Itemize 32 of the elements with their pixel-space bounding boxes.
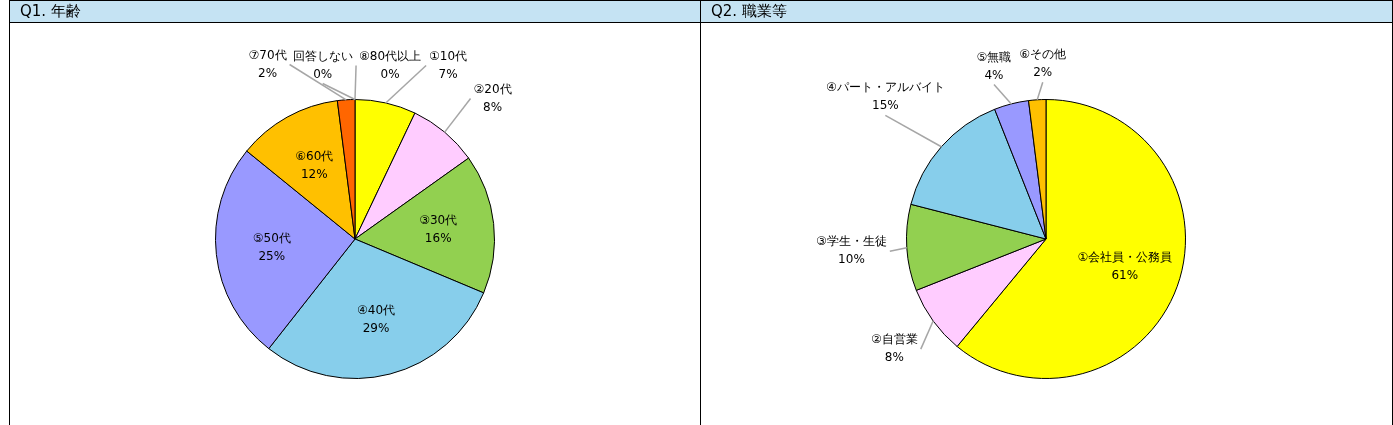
data-label: 25% bbox=[258, 249, 286, 264]
data-label: 7% bbox=[438, 66, 458, 81]
slice-label: ④パート・アルバイト bbox=[825, 80, 945, 95]
text: Q1. 年齢 bbox=[10, 0, 700, 23]
data-label: 12% bbox=[300, 166, 328, 181]
slice-label: ⑥その他 bbox=[1019, 47, 1067, 62]
data-label: 8% bbox=[884, 350, 904, 365]
chart-title: Q2. 職業等 bbox=[701, 0, 1392, 23]
data-label: 61% bbox=[1111, 268, 1139, 283]
category-label: 回答しない bbox=[292, 48, 353, 63]
text: 0% bbox=[380, 66, 400, 81]
slice-label: ②自営業 bbox=[870, 332, 918, 347]
data-label: 29% bbox=[362, 321, 390, 336]
text: 0% bbox=[313, 66, 333, 81]
slice-label: ⑤50代 bbox=[252, 231, 291, 246]
data-label: 16% bbox=[424, 230, 452, 245]
slice-label: ⑤無職 bbox=[976, 49, 1012, 64]
data-label: 2% bbox=[258, 65, 278, 80]
data-label: 2% bbox=[1033, 65, 1053, 80]
slice-label: ⑥60代 bbox=[295, 148, 334, 163]
slice-label: ③30代 bbox=[419, 212, 458, 227]
slice-label: ①会社員・公務員 bbox=[1077, 250, 1173, 265]
data-label: 15% bbox=[871, 98, 899, 113]
slice-label: ②20代 bbox=[473, 81, 512, 96]
slice-label: ③学生・生徒 bbox=[816, 234, 887, 249]
slice-label: ④40代 bbox=[357, 303, 396, 318]
slice-label: ⑦70代 bbox=[248, 47, 287, 62]
category-label: ⑧80代以上 bbox=[359, 48, 422, 63]
data-label: 8% bbox=[483, 99, 503, 114]
data-label: 4% bbox=[984, 67, 1004, 82]
data-label: 10% bbox=[838, 252, 865, 267]
slice-label: ①10代 bbox=[429, 48, 468, 63]
